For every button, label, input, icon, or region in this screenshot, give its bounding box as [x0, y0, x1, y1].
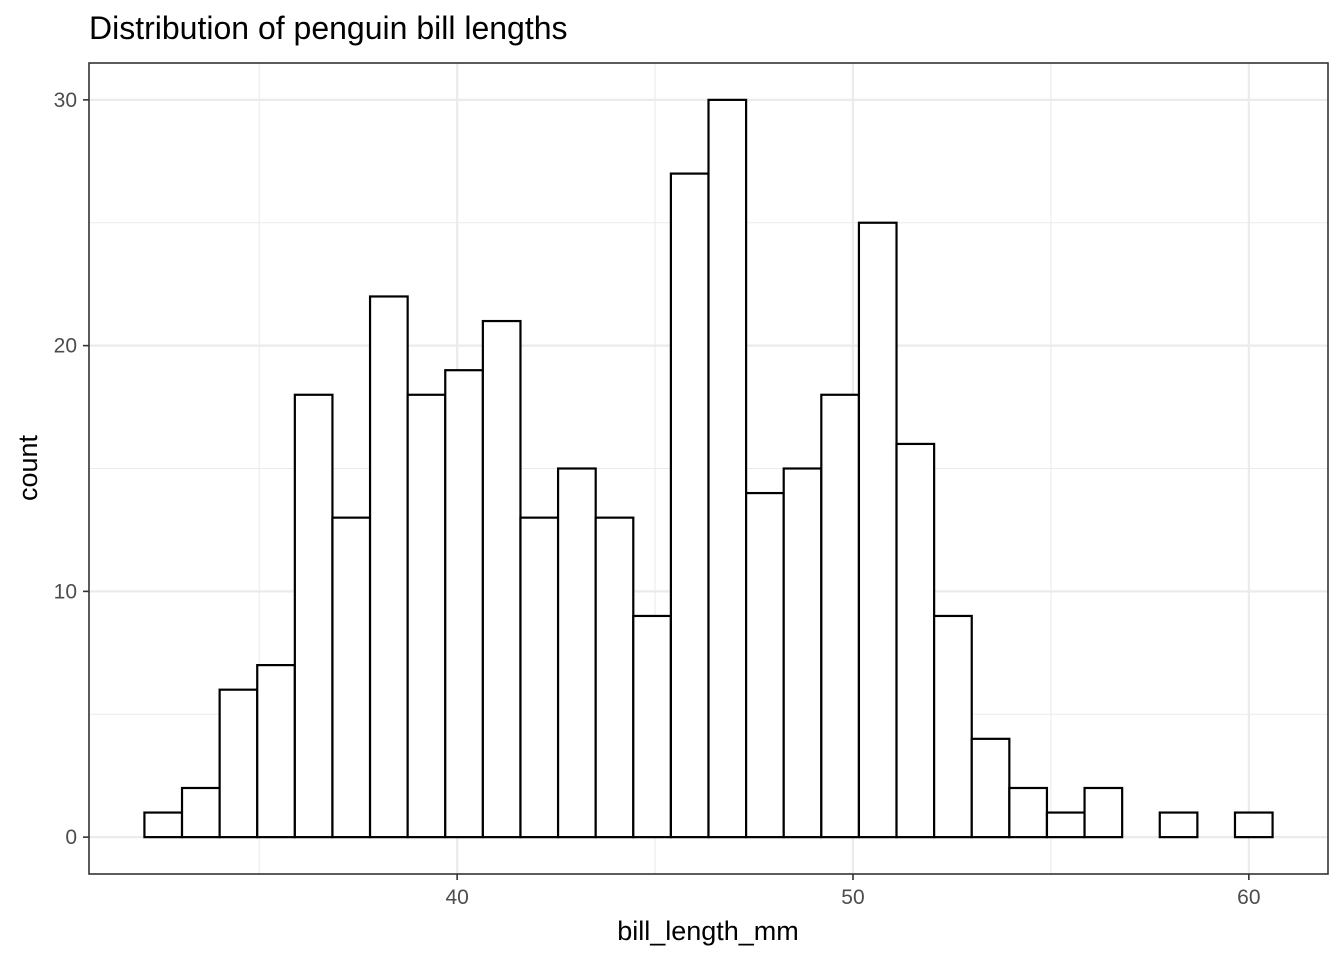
histogram-bar — [368, 295, 409, 839]
histogram-bars — [143, 98, 1274, 839]
histogram-bar — [406, 393, 447, 839]
histogram-bar — [218, 688, 259, 839]
histogram-bar — [707, 98, 748, 839]
y-axis-title: count — [13, 434, 43, 501]
histogram-bar — [820, 393, 861, 839]
y-axis: 0 10 20 30 — [54, 89, 89, 849]
histogram-bar — [1083, 786, 1124, 839]
histogram-bar — [1008, 786, 1049, 839]
histogram-bar — [1045, 811, 1086, 839]
chart-title: Distribution of penguin bill lengths — [89, 10, 568, 46]
histogram-bar — [1233, 811, 1274, 839]
plot-panel — [88, 62, 1329, 875]
y-tick-label: 30 — [54, 89, 77, 112]
y-tick-label: 0 — [65, 826, 77, 849]
histogram-bar — [782, 467, 823, 839]
histogram-bar — [933, 614, 973, 839]
histogram-bar — [1158, 811, 1199, 839]
y-tick-label: 20 — [54, 335, 77, 358]
histogram-bar — [444, 369, 484, 839]
histogram-bar — [293, 393, 334, 839]
histogram-bar — [180, 786, 221, 839]
panel-border — [88, 62, 1329, 875]
histogram-bar — [481, 319, 522, 839]
histogram-bar — [669, 172, 710, 839]
histogram-bar — [895, 442, 936, 839]
histogram-bar — [745, 491, 785, 839]
histogram-bar — [594, 516, 635, 839]
histogram-bar — [256, 664, 296, 839]
histogram-bar — [331, 516, 372, 839]
x-tick-label: 40 — [445, 886, 468, 909]
histogram-bar — [143, 811, 184, 839]
histogram-bar — [556, 467, 597, 839]
histogram-bar — [970, 737, 1011, 839]
y-tick-label: 10 — [54, 580, 77, 603]
histogram-bar — [632, 614, 672, 839]
x-axis-title: bill_length_mm — [617, 916, 799, 946]
x-axis: 40 50 60 — [445, 874, 1261, 909]
x-tick-label: 60 — [1237, 886, 1260, 909]
histogram-bar — [519, 516, 560, 839]
x-tick-label: 50 — [841, 886, 864, 909]
histogram-bar — [857, 221, 898, 839]
